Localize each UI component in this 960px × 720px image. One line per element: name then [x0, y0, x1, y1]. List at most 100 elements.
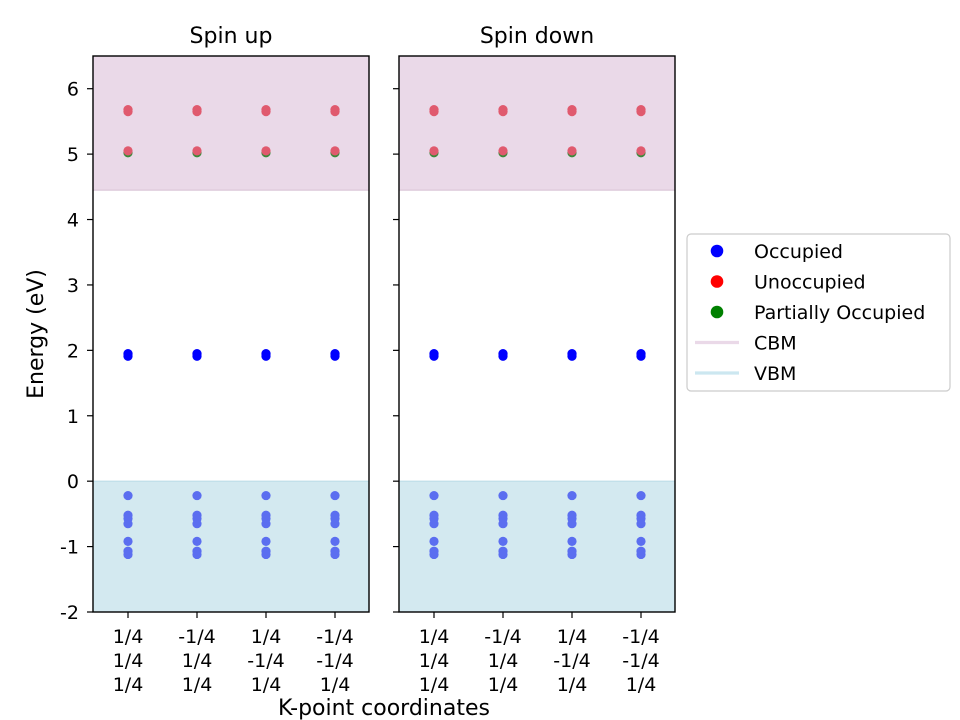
x-tick-label: -1/4: [316, 650, 353, 672]
occupied-point: [261, 519, 271, 529]
x-tick-label: -1/4: [622, 650, 659, 672]
y-tick-label: 5: [67, 144, 79, 166]
x-tick-label: 1/4: [113, 674, 144, 696]
unoccupied-point: [498, 105, 508, 115]
unoccupied-point: [261, 105, 271, 115]
panel-spin-down: Spin down1/41/41/4-1/41/41/41/4-1/41/4-1…: [393, 24, 676, 696]
panel-title: Spin up: [190, 24, 273, 49]
x-tick-label: 1/4: [113, 626, 144, 648]
x-tick-label: 1/4: [182, 674, 213, 696]
x-tick-label: 1/4: [113, 650, 144, 672]
occupied-point: [123, 490, 133, 501]
occupied-point: [567, 490, 577, 501]
vbm-region: [399, 481, 675, 612]
occupied-point: [330, 549, 340, 560]
occupied-point: [636, 536, 646, 546]
legend-box: [686, 233, 951, 392]
unoccupied-point: [192, 146, 202, 156]
data-points: [429, 105, 646, 560]
occupied-point: [636, 519, 646, 529]
occupied-point: [330, 519, 340, 529]
occupied-point: [261, 349, 271, 359]
occupied-point: [429, 549, 439, 560]
x-tick-label: 1/4: [557, 626, 588, 648]
occupied-point: [330, 349, 340, 359]
plot-frame: [398, 55, 676, 613]
plot-frame: [92, 55, 370, 613]
y-tick-label: -2: [60, 602, 79, 624]
occupied-point: [567, 549, 577, 560]
occupied-point: [192, 549, 202, 560]
occupied-point: [123, 519, 133, 529]
x-tick-label: 1/4: [251, 626, 282, 648]
legend-label: VBM: [754, 363, 796, 385]
occupied-point: [567, 349, 577, 359]
occupied-point: [192, 519, 202, 529]
x-tick-label: 1/4: [419, 674, 450, 696]
y-tick-label: 3: [67, 275, 79, 297]
x-tick-label: 1/4: [182, 650, 213, 672]
occupied-point: [330, 536, 340, 546]
occupied-point: [636, 490, 646, 501]
occupied-point: [498, 536, 508, 546]
x-tick-label: 1/4: [626, 674, 657, 696]
x-tick-label: 1/4: [488, 650, 519, 672]
legend-label: Unoccupied: [754, 272, 866, 294]
legend-marker: [710, 275, 724, 288]
occupied-point: [261, 490, 271, 501]
data-points: [123, 105, 340, 560]
y-tick-label: 6: [67, 79, 79, 101]
unoccupied-point: [636, 146, 646, 156]
occupied-point: [192, 536, 202, 546]
occupied-point: [498, 490, 508, 501]
occupied-point: [498, 519, 508, 529]
occupied-point: [429, 490, 439, 501]
occupied-point: [261, 549, 271, 560]
occupied-point: [498, 549, 508, 560]
cbm-region: [399, 56, 675, 191]
occupied-point: [636, 349, 646, 359]
y-tick-label: 4: [67, 210, 79, 232]
legend-label: Occupied: [754, 241, 843, 263]
unoccupied-point: [567, 105, 577, 115]
cbm-region: [93, 56, 369, 191]
occupied-point: [330, 490, 340, 501]
occupied-point: [123, 349, 133, 359]
occupied-point: [567, 536, 577, 546]
occupied-point: [498, 349, 508, 359]
panels: Spin up-2-101234561/41/41/4-1/41/41/41/4…: [60, 24, 676, 696]
x-axis-label: K-point coordinates: [278, 696, 490, 720]
occupied-point: [429, 536, 439, 546]
y-tick-label: -1: [60, 537, 79, 559]
unoccupied-point: [429, 105, 439, 115]
occupied-point: [123, 536, 133, 546]
legend: Occupied Unoccupied Partially Occupied CBM V…: [686, 233, 951, 392]
unoccupied-point: [567, 146, 577, 156]
unoccupied-point: [330, 146, 340, 156]
occupied-point: [429, 519, 439, 529]
x-tick-label: 1/4: [557, 674, 588, 696]
unoccupied-point: [498, 146, 508, 156]
occupied-point: [192, 490, 202, 501]
unoccupied-point: [192, 105, 202, 115]
y-tick-label: 2: [67, 340, 79, 362]
occupied-point: [429, 349, 439, 359]
legend-label: CBM: [754, 333, 797, 355]
legend-label: Partially Occupied: [754, 302, 925, 324]
unoccupied-point: [330, 105, 340, 115]
x-tick-label: -1/4: [622, 626, 659, 648]
unoccupied-point: [636, 105, 646, 115]
vbm-region: [93, 481, 369, 612]
x-tick-label: -1/4: [316, 626, 353, 648]
unoccupied-point: [123, 105, 133, 115]
y-tick-label: 1: [67, 406, 79, 428]
y-axis-label: Energy (eV): [24, 269, 49, 399]
x-tick-label: -1/4: [553, 650, 590, 672]
x-tick-label: -1/4: [178, 626, 215, 648]
legend-marker: [710, 244, 724, 258]
x-tick-label: 1/4: [488, 674, 519, 696]
occupied-point: [123, 549, 133, 560]
y-tick-label: 0: [67, 471, 79, 493]
x-tick-label: 1/4: [320, 674, 351, 696]
